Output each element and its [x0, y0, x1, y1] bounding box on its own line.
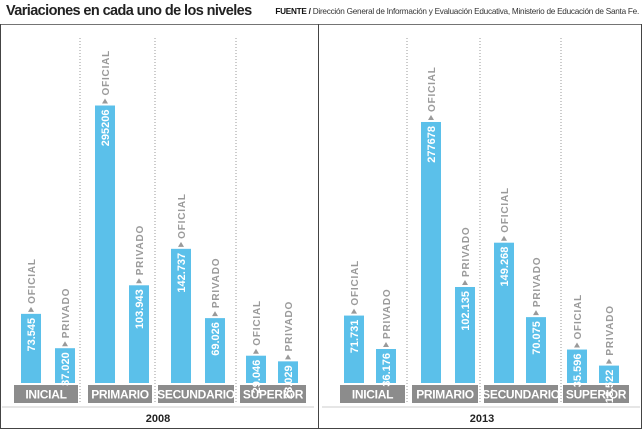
category-band	[412, 385, 478, 403]
bar	[344, 315, 364, 383]
category-label: PRIMARIO	[416, 388, 474, 402]
data-label: 69.026	[210, 322, 222, 356]
data-label: 142.737	[176, 253, 188, 293]
series-marker	[533, 310, 539, 316]
data-label: 102.135	[460, 291, 472, 331]
data-label: 149.268	[499, 247, 511, 287]
bar	[278, 361, 298, 383]
series-marker	[62, 341, 68, 347]
series-label: OFICIAL	[101, 50, 112, 96]
series-label: OFICIAL	[350, 260, 361, 306]
bar-charts: INICIAL 73.545 OFICIAL 37.020 PRIVADO PRIMARI…	[0, 24, 642, 429]
data-label: 295206	[100, 110, 112, 147]
data-label: 103.943	[134, 289, 146, 329]
data-label: 36.176	[381, 353, 393, 387]
series-label: OFICIAL	[573, 294, 584, 340]
category-label: PRIMARIO	[91, 388, 149, 402]
bar	[205, 318, 225, 383]
series-marker	[574, 342, 580, 348]
source-note: FUENTE / Dirección General de Informació…	[275, 7, 639, 16]
data-label: 70.075	[531, 321, 543, 355]
series-marker	[285, 354, 291, 360]
series-marker	[178, 241, 184, 247]
data-label: 23.029	[283, 365, 295, 399]
series-label: PRIVADO	[135, 225, 146, 275]
category-band	[240, 385, 306, 403]
data-label: 37.020	[60, 352, 72, 386]
bar	[171, 248, 191, 383]
category-label: INICIAL	[352, 388, 393, 402]
data-label: 73.545	[26, 318, 38, 352]
series-label: PRIVADO	[211, 258, 222, 308]
chart-title: Variaciones en cada uno de los niveles	[6, 3, 252, 19]
category-label: SUPERIOR	[243, 388, 304, 402]
series-label: PRIVADO	[284, 301, 295, 351]
series-label: PRIVADO	[61, 288, 72, 338]
series-marker	[253, 348, 259, 354]
category-label: SECUNDARIO	[482, 388, 560, 402]
bar	[494, 242, 514, 383]
category-label: SECUNDARIO	[157, 388, 235, 402]
chart-header: Variaciones en cada uno de los niveles F…	[0, 0, 642, 24]
bar	[95, 105, 115, 384]
series-marker	[28, 306, 34, 312]
series-label: OFICIAL	[427, 66, 438, 112]
series-label: PRIVADO	[461, 227, 472, 277]
series-label: PRIVADO	[605, 305, 616, 355]
data-label: 277678	[426, 126, 438, 163]
category-band	[158, 385, 234, 403]
series-marker	[102, 98, 108, 104]
category-band	[563, 385, 629, 403]
category-band	[88, 385, 152, 403]
bar	[246, 355, 266, 383]
bar	[455, 286, 475, 383]
category-band	[484, 385, 558, 403]
source-text: Dirección General de Información y Evalu…	[312, 7, 640, 16]
category-band	[14, 385, 78, 403]
bar	[421, 121, 441, 384]
category-band	[340, 385, 405, 403]
bar	[129, 285, 149, 383]
bar	[376, 348, 396, 383]
series-marker	[428, 114, 434, 120]
series-marker	[351, 308, 357, 314]
category-label: INICIAL	[25, 388, 66, 402]
series-marker	[212, 311, 218, 317]
category-label: SUPERIOR	[566, 388, 627, 402]
year-label: 2008	[146, 413, 170, 425]
data-label: 71.731	[349, 320, 361, 354]
series-marker	[136, 278, 142, 284]
series-marker	[606, 358, 612, 364]
series-label: PRIVADO	[382, 289, 393, 339]
bar	[567, 349, 587, 383]
bar	[55, 348, 75, 383]
series-marker	[462, 279, 468, 285]
year-label: 2013	[470, 413, 494, 425]
bar	[526, 317, 546, 383]
series-label: PRIVADO	[532, 257, 543, 307]
data-label: 29.046	[251, 360, 263, 394]
data-label: 18.522	[604, 370, 616, 404]
data-label: 35.596	[572, 354, 584, 388]
source-label: FUENTE /	[275, 7, 311, 16]
bar	[21, 313, 41, 383]
series-label: OFICIAL	[500, 187, 511, 233]
series-marker	[501, 235, 507, 241]
series-label: OFICIAL	[177, 193, 188, 239]
series-label: OFICIAL	[27, 258, 38, 304]
series-label: OFICIAL	[252, 300, 263, 346]
series-marker	[383, 341, 389, 347]
bar	[599, 365, 619, 383]
